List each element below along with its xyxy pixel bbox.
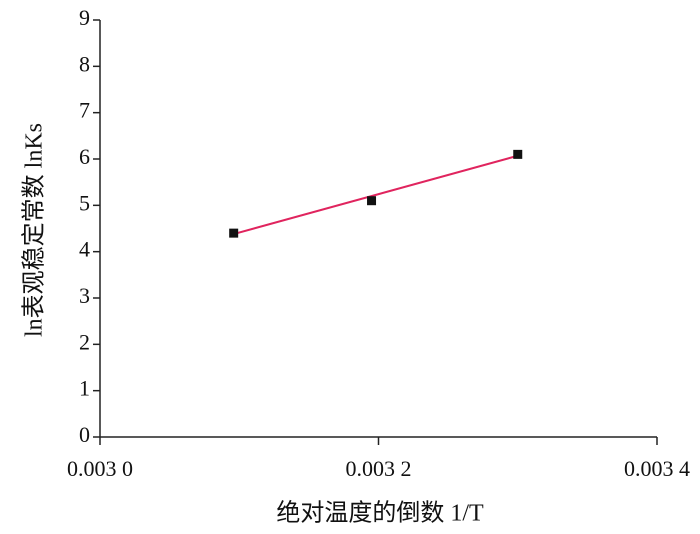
y-tick-label: 9 bbox=[79, 5, 90, 30]
y-tick-label: 5 bbox=[79, 190, 90, 215]
x-tick-label: 0.003 0 bbox=[67, 456, 133, 481]
y-tick-label: 0 bbox=[79, 422, 90, 447]
fit-line bbox=[233, 154, 519, 236]
y-tick-label: 3 bbox=[79, 283, 90, 308]
x-axis-label: 绝对温度的倒数 1/T bbox=[276, 500, 484, 527]
y-tick-label: 4 bbox=[79, 237, 90, 262]
y-tick-label: 8 bbox=[79, 51, 90, 76]
y-tick-label: 1 bbox=[79, 376, 90, 401]
data-point bbox=[513, 149, 523, 159]
x-tick-label: 0.003 4 bbox=[624, 456, 690, 481]
data-point bbox=[367, 196, 377, 206]
y-axis-label: ln表观稳定常数 lnKs bbox=[21, 123, 48, 337]
y-tick-label: 2 bbox=[79, 329, 90, 354]
data-point bbox=[229, 228, 239, 238]
y-tick-label: 7 bbox=[79, 98, 90, 123]
y-tick-label: 6 bbox=[79, 144, 90, 169]
x-tick-label: 0.003 2 bbox=[346, 456, 412, 481]
